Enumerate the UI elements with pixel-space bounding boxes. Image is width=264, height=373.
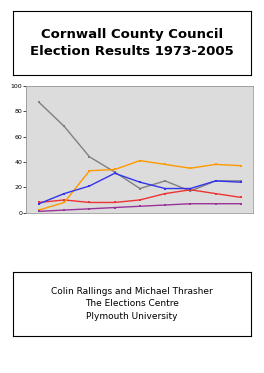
- Text: Cornwall County Council
Election Results 1973-2005: Cornwall County Council Election Results…: [30, 28, 234, 58]
- Text: Colin Rallings and Michael Thrasher
The Elections Centre
Plymouth University: Colin Rallings and Michael Thrasher The …: [51, 287, 213, 321]
